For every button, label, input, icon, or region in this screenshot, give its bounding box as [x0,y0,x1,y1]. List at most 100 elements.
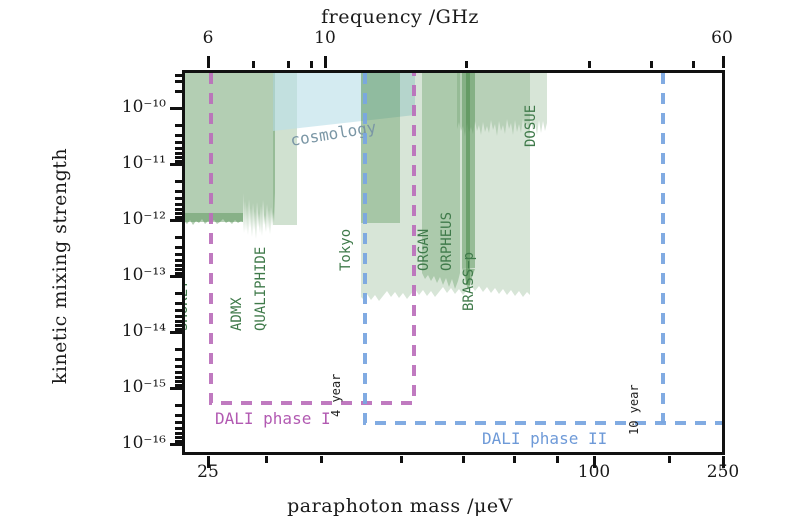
y-tick-minor [175,152,182,155]
y-tick-minor [175,253,182,256]
y-tick-minor [175,203,182,206]
y-tick-minor [175,421,182,424]
y-tick-minor [175,358,182,361]
bottom-tick-minor [320,456,323,463]
dali-phase-i-curve [209,73,416,405]
plot-clip: SHUKET ADMX QUALIPHIDE cosmology Tokyo O… [185,73,722,452]
bottom-tick-minor [400,456,403,463]
y-tick-minor [175,380,182,383]
four-year-annotation: 4 year [329,373,343,417]
dali-phase-ii-curve [363,73,722,425]
y-tick-label-1e-13: 10⁻¹³ [121,265,166,285]
y-tick-minor [175,315,182,318]
y-tick-minor [175,156,182,159]
region-brassp [361,73,530,301]
y-tick-minor [175,272,182,275]
y-axis-title: kinetic mixing strength [49,147,71,385]
y-tick-minor [175,440,182,443]
y-tick-minor [175,328,182,331]
y-tick-minor [175,320,182,323]
y-tick-minor [175,371,182,374]
y-tick-major [170,387,182,390]
ten-year-annotation: 10 year [627,384,641,435]
y-tick-minor [175,365,182,368]
y-tick-minor [175,432,182,435]
top-tick-minor [287,61,290,68]
dali-phase-ii-label: DALI phase II [482,429,608,448]
bottom-tick-minor [265,456,268,463]
y-tick-label-1e-11: 10⁻¹¹ [121,153,166,173]
y-tick-minor [175,208,182,211]
y-tick-major [170,331,182,334]
y-tick-minor [175,160,182,163]
top-tick-minor [252,61,255,68]
dali-phase-i-label: DALI phase I [215,409,331,428]
bottom-axis-title: paraphoton mass /μeV [287,495,513,517]
bottom-tick-label-25: 25 [197,462,219,482]
y-tick-label-1e-16: 10⁻¹⁶ [121,433,166,453]
y-tick-minor [175,246,182,249]
y-tick-minor [175,236,182,239]
y-tick-minor [175,190,182,193]
bottom-tick-label-250: 250 [706,462,740,482]
y-tick-major [170,219,182,222]
y-tick-major [170,163,182,166]
bottom-tick-major [722,456,725,468]
y-tick-minor [175,141,182,144]
y-tick-label-1e-14: 10⁻¹⁴ [121,321,166,341]
y-tick-minor [175,80,182,83]
bottom-tick-major [593,456,596,468]
y-tick-major [170,107,182,110]
y-tick-minor [175,259,182,262]
bottom-tick-minor [556,456,559,463]
bottom-tick-minor [513,456,516,463]
region-organ [422,73,460,289]
top-tick-major [324,56,327,68]
region-cosmology [273,73,415,131]
top-tick-minor [588,61,591,68]
y-tick-minor [175,376,182,379]
y-tick-major [170,275,182,278]
top-tick-label-60: 60 [711,28,733,48]
y-tick-minor [175,268,182,271]
exclusion-regions-svg [185,73,547,301]
region-orpheus [462,73,475,291]
y-tick-major [170,443,182,446]
bottom-tick-minor [462,456,465,463]
y-tick-minor [175,348,182,351]
y-tick-minor [175,414,182,417]
y-tick-minor [175,212,182,215]
bottom-tick-minor [668,456,671,463]
y-tick-minor [175,74,182,77]
top-tick-minor [310,61,313,68]
region-shuket [185,73,243,225]
y-tick-minor [175,197,182,200]
bottom-tick-label-100: 100 [577,462,611,482]
y-tick-minor [175,216,182,219]
y-tick-label-1e-12: 10⁻¹² [121,209,166,229]
y-tick-minor [175,134,182,137]
y-tick-minor [175,264,182,267]
y-tick-minor [175,324,182,327]
y-tick-minor [175,292,182,295]
top-tick-label-10: 10 [314,28,336,48]
top-axis-title: frequency /GHz [321,6,479,28]
region-admx [243,73,275,239]
y-tick-minor [175,427,182,430]
y-tick-minor [175,404,182,407]
y-tick-minor [175,90,182,93]
y-tick-minor [175,124,182,127]
bottom-tick-major [207,456,210,468]
plot-area: SHUKET ADMX QUALIPHIDE cosmology Tokyo O… [182,70,725,455]
y-tick-minor [175,309,182,312]
top-tick-minor [465,61,468,68]
top-tick-major [722,56,725,68]
y-tick-label-1e-15: 10⁻¹⁵ [121,377,166,397]
top-tick-major [207,56,210,68]
top-tick-label-6: 6 [202,28,214,48]
top-tick-minor [650,61,653,68]
top-tick-minor [692,61,695,68]
y-tick-minor [175,384,182,387]
y-tick-minor [175,180,182,183]
